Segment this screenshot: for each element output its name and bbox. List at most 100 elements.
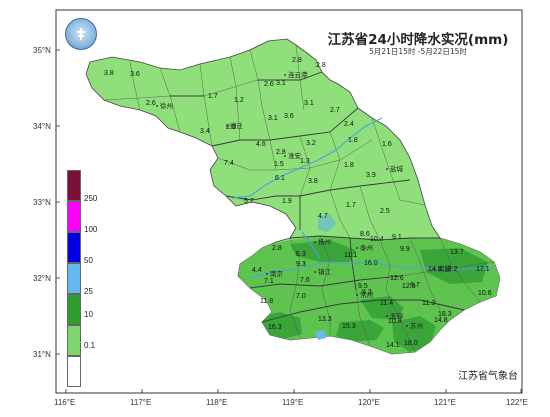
station-value: 3.4 <box>200 128 210 135</box>
station-value: 14.8 <box>434 317 448 324</box>
precipitation-legend <box>67 170 81 387</box>
station-value: 2.8 <box>292 57 302 64</box>
lat-label: 31°N <box>33 350 51 359</box>
station-value: 13.3 <box>318 316 332 323</box>
lat-label: 34°N <box>33 122 51 131</box>
station-value: 2.8 <box>276 149 286 156</box>
zone-25-d <box>420 248 488 284</box>
station-value: 6.1 <box>275 175 285 182</box>
weather-bureau-logo-icon <box>65 18 97 50</box>
station-value: 2.5 <box>380 208 390 215</box>
legend-swatch <box>67 325 81 356</box>
zone-25-c <box>392 316 436 352</box>
station-value: 3.1 <box>276 80 286 87</box>
station-value: 7.0 <box>296 293 306 300</box>
zone-25-b <box>336 320 384 342</box>
station-value: 18.0 <box>404 340 418 347</box>
city-label: 镇江 <box>318 267 332 276</box>
station-value: 2.8 <box>272 245 282 252</box>
rivers <box>231 117 494 279</box>
station-value: 3.8 <box>104 70 114 77</box>
legend-label: 50 <box>84 256 93 265</box>
station-value: 12.2 <box>444 266 458 273</box>
city-label: 无锡 <box>390 311 404 320</box>
lon-label: 122°E <box>506 398 528 407</box>
station-value: 1.5 <box>274 161 284 168</box>
city-label: 南京 <box>270 269 284 278</box>
station-value: 12.9 <box>402 283 416 290</box>
station-value: 1.8 <box>348 137 358 144</box>
city-label: 泰州 <box>360 243 373 252</box>
city-label: 连云港 <box>288 70 308 79</box>
station-value: 3.2 <box>306 140 316 147</box>
station-value: 10.8 <box>388 318 402 325</box>
city-label: 宿迁 <box>230 121 244 130</box>
station-value: 10.4 <box>370 236 384 243</box>
city-label: 淮安 <box>288 151 302 160</box>
station-value: 3.6 <box>284 113 294 120</box>
station-value: 9.1 <box>392 234 402 241</box>
station-value: 9.3 <box>362 289 372 296</box>
lon-label: 118°E <box>206 398 227 407</box>
station-value: 9.9 <box>400 246 410 253</box>
lat-label: 35°N <box>33 46 51 55</box>
legend-label: 25 <box>84 287 93 296</box>
station-value: 7.1 <box>264 278 274 285</box>
station-value: 3.1 <box>304 100 314 107</box>
station-value: 1.7 <box>346 202 356 209</box>
station-value: 4.6 <box>256 141 266 148</box>
city-labels: 连云港 徐州 宿迁 淮安 盐城 扬州 泰州 南京 镇江 南通 常州 无锡 苏州 <box>160 70 452 330</box>
station-value: 11.8 <box>260 298 273 305</box>
lon-label: 116°E <box>54 398 75 407</box>
station-value: 14.1 <box>386 342 400 349</box>
station-value: 1.3 <box>300 158 310 165</box>
logo-glyph <box>77 28 85 40</box>
station-value: 15.3 <box>342 323 356 330</box>
legend-swatch <box>67 356 81 387</box>
station-value: 2.7 <box>330 107 340 114</box>
station-value: 9.3 <box>296 261 306 268</box>
station-value: 1.2 <box>234 97 244 104</box>
legend-swatch <box>67 201 81 232</box>
map-subtitle: 5月21日15时 -5月22日15时 <box>369 47 467 56</box>
station-value: 2.6 <box>146 100 156 107</box>
legend-label: 250 <box>84 194 98 203</box>
station-value: 3.8 <box>308 178 318 185</box>
station-value: 1.6 <box>382 141 392 148</box>
station-value: 11.1 <box>344 252 357 259</box>
zone-25-f <box>360 296 404 320</box>
station-value: 2.9 <box>226 124 236 131</box>
lat-label: 33°N <box>33 198 51 207</box>
station-value: 6.7 <box>410 282 420 289</box>
station-value: 3.6 <box>130 71 140 78</box>
station-value: 10.6 <box>478 290 492 297</box>
lat-label: 32°N <box>33 274 51 283</box>
city-label: 扬州 <box>318 237 331 246</box>
station-value: 1.7 <box>208 93 218 100</box>
station-value: 16.0 <box>364 260 378 267</box>
longitude-labels: 116°E 117°E 118°E 119°E 120°E 121°E 122°… <box>54 398 528 407</box>
station-value: 9.5 <box>358 283 368 290</box>
lon-label: 120°E <box>358 398 380 407</box>
station-value: 3.9 <box>366 172 376 179</box>
lon-label: 117°E <box>130 398 151 407</box>
legend-swatch <box>67 170 81 201</box>
station-value: 5.7 <box>244 198 254 205</box>
station-value: 11.4 <box>380 300 393 307</box>
city-label: 常州 <box>360 290 373 299</box>
legend-swatch <box>67 232 81 263</box>
station-value: 2.8 <box>316 62 326 69</box>
station-value: 1.9 <box>282 198 292 205</box>
lon-label: 119°E <box>282 398 303 407</box>
station-value: 2.4 <box>344 121 354 128</box>
station-value: 18.3 <box>438 311 452 318</box>
station-value: 7.6 <box>300 277 310 284</box>
station-value: 16.3 <box>268 324 282 331</box>
prefecture-boundaries <box>170 71 465 323</box>
lake-gaoyou <box>318 214 336 232</box>
map-title: 江苏省24小时降水实况(mm) <box>327 32 509 48</box>
legend-label: 10 <box>84 310 93 319</box>
zone-50-patch <box>315 330 326 340</box>
station-value: 1.8 <box>344 162 354 169</box>
